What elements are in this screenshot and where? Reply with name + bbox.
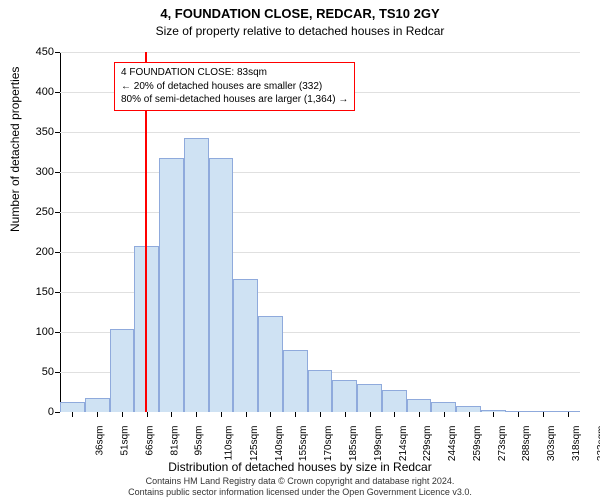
x-axis-title: Distribution of detached houses by size … bbox=[0, 460, 600, 474]
histogram-bar bbox=[184, 138, 209, 412]
x-tick-label: 95sqm bbox=[194, 426, 205, 456]
chart-title: 4, FOUNDATION CLOSE, REDCAR, TS10 2GY bbox=[0, 6, 600, 21]
histogram-bar bbox=[382, 390, 407, 412]
gridline bbox=[60, 52, 580, 53]
y-tick-mark bbox=[55, 52, 60, 53]
x-tick-mark bbox=[246, 412, 247, 417]
y-tick-mark bbox=[55, 132, 60, 133]
footer-attribution: Contains HM Land Registry data © Crown c… bbox=[0, 476, 600, 499]
x-tick-mark bbox=[320, 412, 321, 417]
x-tick-mark bbox=[419, 412, 420, 417]
x-tick-label: 170sqm bbox=[323, 426, 334, 462]
x-tick-mark bbox=[345, 412, 346, 417]
x-tick-label: 229sqm bbox=[422, 426, 433, 462]
x-tick-mark bbox=[270, 412, 271, 417]
histogram-bar bbox=[110, 329, 135, 412]
y-tick-label: 100 bbox=[14, 326, 54, 338]
x-tick-label: 140sqm bbox=[274, 426, 285, 462]
x-tick-mark bbox=[493, 412, 494, 417]
histogram-bar bbox=[233, 279, 258, 412]
x-tick-label: 125sqm bbox=[249, 426, 260, 462]
y-tick-mark bbox=[55, 332, 60, 333]
histogram-bar bbox=[357, 384, 382, 412]
histogram-bar bbox=[85, 398, 110, 412]
x-tick-mark bbox=[196, 412, 197, 417]
y-tick-mark bbox=[55, 172, 60, 173]
histogram-bar bbox=[258, 316, 283, 412]
y-tick-mark bbox=[55, 92, 60, 93]
y-tick-label: 350 bbox=[14, 126, 54, 138]
x-tick-label: 288sqm bbox=[521, 426, 532, 462]
annotation-box: 4 FOUNDATION CLOSE: 83sqm← 20% of detach… bbox=[114, 62, 355, 111]
x-tick-label: 185sqm bbox=[348, 426, 359, 462]
y-tick-label: 200 bbox=[14, 246, 54, 258]
x-tick-mark bbox=[394, 412, 395, 417]
x-tick-mark bbox=[568, 412, 569, 417]
x-tick-mark bbox=[469, 412, 470, 417]
histogram-bar bbox=[159, 158, 184, 412]
x-tick-label: 199sqm bbox=[373, 426, 384, 462]
annotation-line: 80% of semi-detached houses are larger (… bbox=[121, 93, 348, 107]
x-tick-mark bbox=[122, 412, 123, 417]
x-tick-label: 51sqm bbox=[120, 426, 131, 456]
footer-line2: Contains public sector information licen… bbox=[0, 487, 600, 498]
y-tick-label: 400 bbox=[14, 86, 54, 98]
y-tick-mark bbox=[55, 212, 60, 213]
x-tick-label: 66sqm bbox=[144, 426, 155, 456]
x-tick-label: 214sqm bbox=[398, 426, 409, 462]
x-tick-mark bbox=[444, 412, 445, 417]
x-tick-label: 318sqm bbox=[571, 426, 582, 462]
x-tick-label: 303sqm bbox=[546, 426, 557, 462]
x-tick-label: 36sqm bbox=[95, 426, 106, 456]
x-tick-mark bbox=[221, 412, 222, 417]
x-tick-mark bbox=[370, 412, 371, 417]
x-tick-label: 81sqm bbox=[169, 426, 180, 456]
x-tick-mark bbox=[295, 412, 296, 417]
histogram-bar bbox=[431, 402, 456, 412]
y-tick-mark bbox=[55, 292, 60, 293]
x-tick-label: 110sqm bbox=[224, 426, 235, 461]
histogram-bar bbox=[308, 370, 333, 412]
y-tick-mark bbox=[55, 252, 60, 253]
x-tick-label: 273sqm bbox=[497, 426, 508, 462]
footer-line1: Contains HM Land Registry data © Crown c… bbox=[0, 476, 600, 487]
annotation-line: 4 FOUNDATION CLOSE: 83sqm bbox=[121, 66, 348, 80]
histogram-bar bbox=[60, 402, 85, 412]
y-tick-label: 50 bbox=[14, 366, 54, 378]
y-tick-label: 250 bbox=[14, 206, 54, 218]
y-axis-line bbox=[60, 52, 61, 412]
plot-area: 4 FOUNDATION CLOSE: 83sqm← 20% of detach… bbox=[60, 52, 580, 412]
y-tick-label: 150 bbox=[14, 286, 54, 298]
chart-container: 4, FOUNDATION CLOSE, REDCAR, TS10 2GY Si… bbox=[0, 0, 600, 500]
x-tick-mark bbox=[543, 412, 544, 417]
gridline bbox=[60, 212, 580, 213]
histogram-bar bbox=[283, 350, 308, 412]
x-tick-mark bbox=[171, 412, 172, 417]
x-tick-mark bbox=[518, 412, 519, 417]
histogram-bar bbox=[332, 380, 357, 412]
y-tick-mark bbox=[55, 372, 60, 373]
y-tick-label: 300 bbox=[14, 166, 54, 178]
x-tick-label: 333sqm bbox=[596, 426, 600, 462]
annotation-line: ← 20% of detached houses are smaller (33… bbox=[121, 80, 348, 94]
histogram-bar bbox=[209, 158, 234, 412]
chart-subtitle: Size of property relative to detached ho… bbox=[0, 24, 600, 38]
gridline bbox=[60, 172, 580, 173]
x-tick-mark bbox=[72, 412, 73, 417]
x-tick-mark bbox=[147, 412, 148, 417]
y-tick-label: 450 bbox=[14, 46, 54, 58]
x-tick-label: 155sqm bbox=[299, 426, 310, 462]
x-tick-mark bbox=[97, 412, 98, 417]
gridline bbox=[60, 132, 580, 133]
x-tick-label: 244sqm bbox=[447, 426, 458, 462]
histogram-bar bbox=[407, 399, 432, 412]
y-tick-mark bbox=[55, 412, 60, 413]
x-tick-label: 259sqm bbox=[472, 426, 483, 462]
y-tick-label: 0 bbox=[14, 406, 54, 418]
